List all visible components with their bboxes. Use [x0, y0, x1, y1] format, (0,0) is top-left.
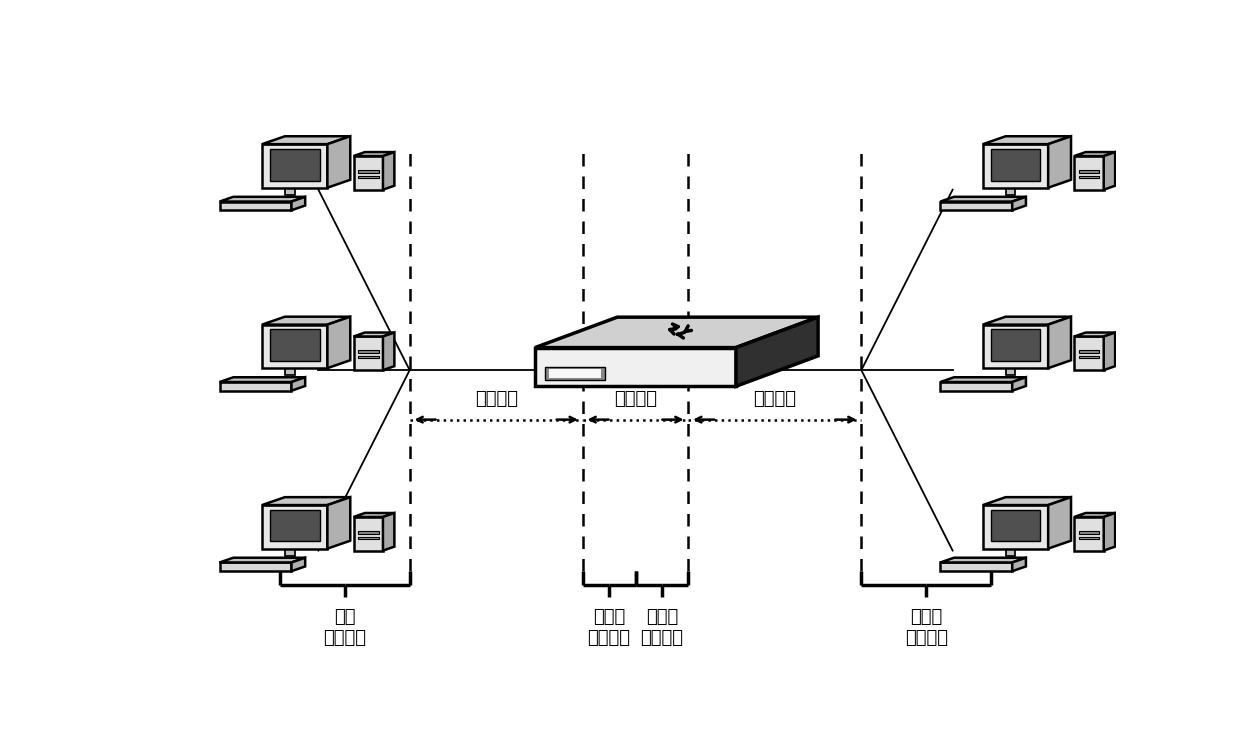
Polygon shape [1104, 333, 1115, 370]
Polygon shape [219, 197, 305, 202]
Polygon shape [270, 510, 320, 541]
Polygon shape [940, 197, 1025, 202]
Polygon shape [1074, 156, 1104, 190]
Polygon shape [327, 497, 350, 549]
Polygon shape [262, 505, 327, 549]
Text: 交换机: 交换机 [593, 608, 625, 626]
Polygon shape [327, 136, 350, 187]
Polygon shape [327, 317, 350, 368]
Bar [549, 369, 601, 379]
Text: 链路时延: 链路时延 [475, 390, 517, 408]
Polygon shape [383, 152, 394, 190]
Polygon shape [983, 324, 1048, 368]
Bar [285, 549, 295, 556]
Polygon shape [353, 333, 394, 336]
Bar [1006, 368, 1016, 375]
Bar [1079, 350, 1100, 353]
Text: 发送时延: 发送时延 [324, 629, 366, 647]
Bar [1006, 549, 1016, 556]
Polygon shape [735, 318, 818, 386]
Text: 交换机: 交换机 [646, 608, 678, 626]
Polygon shape [262, 324, 327, 368]
Polygon shape [991, 149, 1040, 181]
Polygon shape [983, 136, 1071, 144]
Bar [1079, 176, 1100, 178]
Polygon shape [219, 377, 305, 382]
Bar [358, 357, 378, 358]
Polygon shape [1012, 558, 1025, 572]
Polygon shape [1074, 152, 1115, 156]
Polygon shape [1074, 333, 1115, 336]
Polygon shape [262, 136, 350, 144]
Polygon shape [1104, 152, 1115, 190]
Bar [285, 368, 295, 375]
Polygon shape [1074, 336, 1104, 370]
Bar [1079, 169, 1100, 173]
Bar [1006, 187, 1016, 195]
Text: 接收时延: 接收时延 [588, 629, 631, 647]
Polygon shape [383, 513, 394, 550]
Bar [546, 367, 605, 380]
Polygon shape [1048, 317, 1071, 368]
Bar [358, 169, 378, 173]
Polygon shape [1012, 197, 1025, 210]
Bar [285, 187, 295, 195]
Polygon shape [262, 144, 327, 187]
Polygon shape [940, 382, 1012, 391]
Polygon shape [1104, 513, 1115, 550]
Bar [358, 537, 378, 539]
Bar [1079, 537, 1100, 539]
Polygon shape [983, 144, 1048, 187]
Polygon shape [383, 333, 394, 370]
Polygon shape [983, 497, 1071, 505]
Polygon shape [940, 558, 1025, 562]
Text: 发送时延: 发送时延 [640, 629, 683, 647]
Polygon shape [270, 149, 320, 181]
Polygon shape [291, 197, 305, 210]
Polygon shape [536, 348, 735, 386]
Bar [358, 350, 378, 353]
Text: 接收时延: 接收时延 [905, 629, 947, 647]
Polygon shape [353, 336, 383, 370]
Bar [1079, 357, 1100, 358]
Polygon shape [219, 558, 305, 562]
Polygon shape [291, 377, 305, 391]
Polygon shape [940, 202, 1012, 210]
Text: 目的端: 目的端 [910, 608, 942, 626]
Polygon shape [353, 152, 394, 156]
Polygon shape [983, 505, 1048, 549]
Polygon shape [940, 562, 1012, 572]
Polygon shape [1048, 136, 1071, 187]
Text: 源端: 源端 [334, 608, 356, 626]
Polygon shape [353, 513, 394, 517]
Bar [358, 531, 378, 534]
Bar [1079, 531, 1100, 534]
Polygon shape [991, 330, 1040, 361]
Polygon shape [1012, 377, 1025, 391]
Polygon shape [262, 497, 350, 505]
Polygon shape [219, 382, 291, 391]
Text: 链路时延: 链路时延 [754, 390, 796, 408]
Polygon shape [219, 202, 291, 210]
Polygon shape [270, 330, 320, 361]
Polygon shape [353, 156, 383, 190]
Polygon shape [1074, 513, 1115, 517]
Bar [358, 176, 378, 178]
Text: 转发时延: 转发时延 [614, 390, 657, 408]
Polygon shape [940, 377, 1025, 382]
Polygon shape [353, 517, 383, 550]
Polygon shape [1048, 497, 1071, 549]
Polygon shape [983, 317, 1071, 324]
Polygon shape [219, 562, 291, 572]
Polygon shape [262, 317, 350, 324]
Polygon shape [1074, 517, 1104, 550]
Polygon shape [991, 510, 1040, 541]
Polygon shape [536, 318, 818, 348]
Polygon shape [291, 558, 305, 572]
